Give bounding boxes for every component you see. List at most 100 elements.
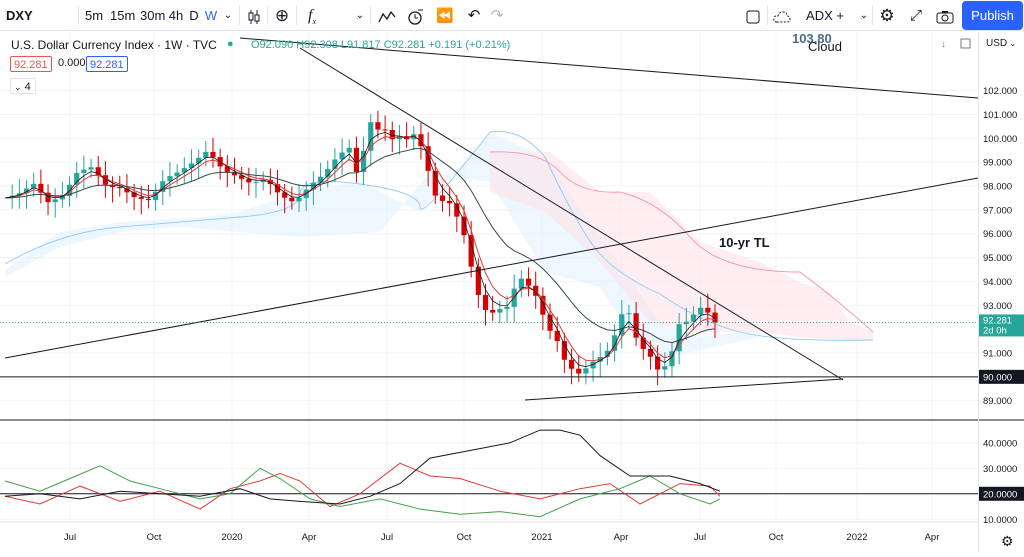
candle-body [690, 314, 697, 322]
moving-average-fast [4, 136, 716, 362]
adx-level-label: 20.0000 [983, 489, 1017, 500]
buy-price-box[interactable]: 92.281 [86, 56, 128, 72]
chart-pane[interactable]: Jul Oct 2020 Apr Jul Oct 2021 Apr Jul Oct 2022 Apr [0, 32, 979, 552]
interval-30m[interactable]: 30m [140, 8, 166, 23]
price-axis-label: 94.000 [983, 277, 1012, 288]
axis-settings-gear-icon[interactable]: ⚙ [1001, 533, 1014, 549]
interval-15m[interactable]: 15m [110, 8, 136, 23]
undo-icon[interactable]: ↶ [467, 7, 481, 24]
layout-icon[interactable] [745, 0, 761, 31]
cloud-icon [772, 0, 792, 31]
toolbar-divider [267, 6, 268, 25]
candle-body [203, 151, 209, 158]
candle-body [138, 197, 144, 199]
maximize-pane-icon[interactable] [960, 38, 971, 52]
scroll-down-icon[interactable]: ↓ [941, 39, 946, 50]
candle-body [655, 356, 661, 370]
price-axis-label: 96.000 [983, 229, 1012, 240]
candle-body [289, 197, 295, 202]
interval-4h[interactable]: 4h [168, 8, 184, 23]
candle-body [231, 171, 238, 176]
candle-body [676, 324, 682, 352]
candle-body [604, 350, 611, 357]
candle-body [95, 167, 101, 176]
time-axis-label: Apr [302, 532, 317, 543]
currency-selector[interactable]: USD ⌄ [986, 38, 1016, 49]
top-toolbar: DXY 5m 15m 30m 4h D W ⌄ ⊕ fx ⌄ ⏪ ↶ ↷ ADX… [0, 0, 1024, 54]
candle-body [382, 129, 388, 131]
symbol-title[interactable]: U.S. Dollar Currency Index · 1W · TVC [11, 38, 217, 52]
layout-dropdown-icon[interactable]: ⌄ [859, 10, 869, 21]
candle-body [239, 175, 245, 179]
price-axis-label: 102.000 [983, 86, 1017, 97]
interval-d[interactable]: D [189, 8, 199, 23]
interval-dropdown-icon[interactable]: ⌄ [223, 10, 233, 21]
candle-body [59, 195, 65, 200]
time-axis-label: 2020 [221, 532, 242, 543]
candle-body [432, 170, 438, 196]
layout-name[interactable]: ADX + Cloud [806, 8, 844, 54]
candle-body [396, 136, 403, 140]
candle-body [662, 366, 668, 370]
candle-body [274, 184, 281, 193]
candle-body [52, 199, 58, 203]
candle-body [561, 341, 567, 360]
current-price-label: 92.281 [983, 315, 1012, 326]
redo-icon[interactable]: ↷ [490, 7, 504, 24]
candle-body [389, 129, 395, 140]
fullscreen-icon[interactable]: ⤢ [909, 7, 922, 24]
candle-body [124, 188, 130, 193]
indicators-toggle[interactable]: ⌄ 4 [10, 78, 36, 94]
candle-body [447, 200, 453, 204]
candle-body [611, 335, 618, 351]
templates-icon[interactable] [376, 0, 398, 31]
support-price-tag [979, 369, 1024, 384]
candle-body [346, 147, 352, 153]
indicators-fx-icon[interactable]: fx [307, 7, 316, 27]
price-chart[interactable]: Jul Oct 2020 Apr Jul Oct 2021 Apr Jul Oct 2022 Apr [0, 32, 979, 552]
price-axis-label: 89.000 [983, 396, 1012, 407]
publish-button[interactable]: Publish [962, 1, 1023, 30]
interval-5m[interactable]: 5m [84, 8, 104, 23]
candle-body [16, 193, 22, 196]
candle-body [310, 182, 316, 190]
candle-body [74, 172, 80, 185]
sell-price-box[interactable]: 92.281 [10, 56, 52, 72]
candle-body [705, 307, 711, 313]
long-term-trendline [239, 37, 979, 99]
candles-style-icon[interactable] [245, 0, 263, 31]
symbol-search[interactable]: DXY [6, 8, 33, 23]
candle-body [468, 235, 474, 267]
alert-clock-icon[interactable] [404, 0, 426, 31]
candle-body [339, 152, 345, 160]
cloud-line-a [4, 130, 874, 341]
screenshot-camera-icon[interactable] [935, 0, 955, 31]
replay-icon[interactable]: ⏪ [436, 7, 454, 23]
interval-w[interactable]: W [204, 8, 218, 23]
moving-average-black [4, 131, 716, 368]
settings-gear-icon[interactable]: ⚙ [879, 6, 895, 25]
candle-body [196, 157, 202, 164]
candle-body [253, 182, 259, 184]
adx-level-tag [979, 486, 1024, 501]
descending-trendline [299, 47, 844, 381]
toolbar-divider [872, 6, 873, 25]
candle-body [45, 192, 51, 203]
time-axis-label: Apr [925, 532, 940, 543]
adx-axis-label: 30.0000 [983, 464, 1017, 475]
price-axis-label: 101.000 [983, 110, 1017, 121]
candle-body [153, 191, 159, 201]
compare-add-icon[interactable]: ⊕ [274, 6, 290, 25]
candle-body [38, 183, 44, 193]
time-axis-label: Oct [147, 532, 162, 543]
indicators-dropdown-icon[interactable]: ⌄ [355, 10, 365, 21]
floating-price-label: 103.80 [792, 31, 832, 46]
time-axis-label: 2022 [846, 532, 867, 543]
candle-body [525, 278, 532, 286]
candle-body [576, 368, 582, 374]
price-axis[interactable]: 102.000 101.000 100.000 99.000 98.000 97.000 9… [978, 32, 1024, 552]
toolbar-divider [78, 6, 79, 25]
candle-body [31, 183, 37, 189]
time-axis-label: 2021 [531, 532, 552, 543]
currency-label: USD [986, 38, 1008, 49]
